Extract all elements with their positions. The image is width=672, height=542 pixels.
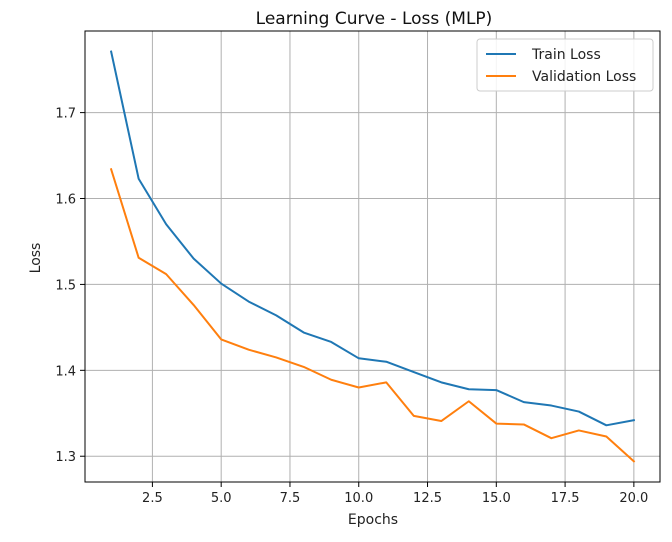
- y-tick-label: 1.3: [55, 450, 76, 465]
- x-tick-label: 17.5: [551, 491, 580, 506]
- x-axis-label: Epochs: [348, 512, 398, 528]
- series-lines: [109, 50, 636, 463]
- x-tick-label: 2.5: [142, 491, 163, 506]
- y-tick-label: 1.7: [55, 107, 76, 122]
- y-tick-label: 1.6: [55, 193, 76, 208]
- plot-frame: [84, 30, 661, 483]
- series-line-validation-loss: [109, 168, 636, 463]
- y-axis-ticks: 1.3 1.4 1.5 1.6 1.7: [55, 107, 85, 465]
- y-axis-label: Loss: [28, 243, 44, 274]
- y-tick-label: 1.4: [55, 364, 76, 379]
- x-tick-label: 5.0: [211, 491, 232, 506]
- grid: [85, 31, 660, 482]
- chart-title: Learning Curve - Loss (MLP): [256, 9, 493, 29]
- x-tick-label: 15.0: [482, 491, 511, 506]
- x-axis-ticks: 2.5 5.0 7.5 10.0 12.5 15.0 17.5 20.0: [142, 482, 648, 506]
- legend: Train Loss Validation Loss: [476, 38, 654, 92]
- x-tick-label: 12.5: [413, 491, 442, 506]
- y-tick-label: 1.5: [55, 278, 76, 293]
- legend-label: Train Loss: [531, 47, 601, 63]
- x-tick-label: 20.0: [619, 491, 648, 506]
- series-line-train-loss: [109, 50, 636, 427]
- legend-label: Validation Loss: [532, 69, 636, 85]
- x-tick-label: 7.5: [280, 491, 301, 506]
- legend-box: [476, 38, 654, 92]
- x-tick-label: 10.0: [344, 491, 373, 506]
